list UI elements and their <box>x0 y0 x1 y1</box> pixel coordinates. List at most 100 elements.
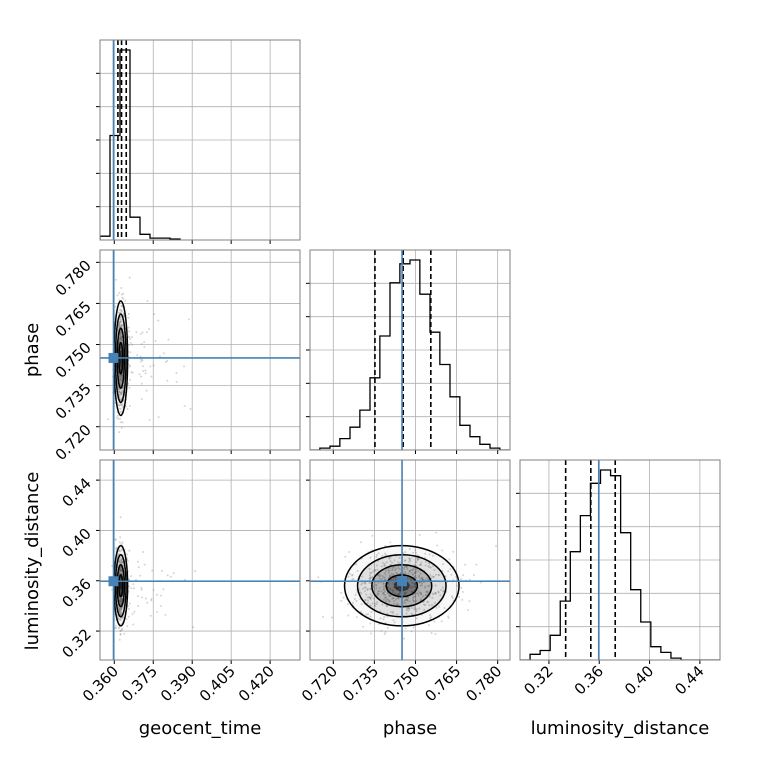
scatter-point <box>131 612 134 615</box>
scatter-point <box>458 595 461 598</box>
corner-panels: 0.7200.7350.7500.7650.7800.320.360.400.4… <box>52 39 721 705</box>
scatter-point <box>122 314 125 317</box>
scatter-point <box>378 575 381 578</box>
scatter-point <box>433 620 436 623</box>
scatter-point <box>366 588 369 591</box>
scatter-point <box>405 612 408 615</box>
scatter-point <box>120 628 123 631</box>
scatter-point <box>419 577 422 580</box>
scatter-point <box>121 421 124 424</box>
scatter-point <box>367 599 370 602</box>
ytick-label-luminosity_distance: 0.44 <box>58 474 94 510</box>
scatter-point <box>383 616 386 619</box>
scatter-point <box>414 571 417 574</box>
scatter-point <box>118 375 121 378</box>
scatter-point <box>127 607 130 610</box>
scatter-point <box>404 627 407 630</box>
scatter-point <box>140 343 143 346</box>
scatter-point <box>364 586 367 589</box>
scatter-point <box>119 318 122 321</box>
scatter-point <box>395 567 398 570</box>
scatter-point <box>414 575 417 578</box>
scatter-point <box>391 597 394 600</box>
scatter-point <box>369 572 372 575</box>
scatter-point <box>368 595 371 598</box>
scatter-point <box>404 571 407 574</box>
scatter-point <box>414 571 417 574</box>
scatter-point <box>411 591 414 594</box>
scatter-point <box>443 606 446 609</box>
scatter-point <box>351 578 354 581</box>
scatter-point <box>393 566 396 569</box>
scatter-point <box>428 562 431 565</box>
scatter-point <box>119 383 122 386</box>
scatter-point <box>429 573 432 576</box>
scatter-point <box>384 631 387 634</box>
scatter-point <box>438 605 441 608</box>
scatter-point <box>412 626 415 629</box>
scatter-point <box>412 598 415 601</box>
scatter-point <box>317 576 320 579</box>
scatter-point <box>389 574 392 577</box>
scatter-point <box>368 596 371 599</box>
scatter-point <box>397 565 400 568</box>
scatter-point <box>137 566 140 569</box>
scatter-point <box>120 325 123 328</box>
scatter-point <box>120 598 123 601</box>
panel-content <box>310 250 510 450</box>
scatter-point <box>405 591 408 594</box>
scatter-point <box>118 599 121 602</box>
scatter-point <box>119 339 122 342</box>
scatter-point <box>472 574 475 577</box>
scatter-point <box>385 596 388 599</box>
scatter-point <box>368 604 371 607</box>
scatter-point <box>114 627 117 630</box>
scatter-point <box>376 601 379 604</box>
panel-content <box>520 460 720 660</box>
scatter-point <box>415 608 418 611</box>
scatter-point <box>120 609 123 612</box>
scatter-point <box>435 573 438 576</box>
scatter-point <box>384 552 387 555</box>
scatter-point <box>119 417 122 420</box>
scatter-point <box>136 354 139 357</box>
scatter-point <box>431 604 434 607</box>
scatter-point <box>420 584 423 587</box>
scatter-point <box>411 569 414 572</box>
scatter-point <box>412 589 415 592</box>
panel-frame <box>309 249 511 451</box>
scatter-point <box>388 557 391 560</box>
scatter-point <box>387 582 390 585</box>
scatter-point <box>410 586 413 589</box>
scatter-point <box>442 590 445 593</box>
scatter-point <box>118 572 121 575</box>
scatter-point <box>153 313 156 316</box>
histogram-geocent_time <box>100 49 181 240</box>
scatter-point <box>115 416 118 419</box>
scatter-point <box>364 590 367 593</box>
scatter-point <box>118 609 121 612</box>
scatter-point <box>495 545 498 548</box>
scatter-point <box>354 593 357 596</box>
scatter-point <box>402 551 405 554</box>
scatter-point <box>386 605 389 608</box>
scatter-point <box>129 365 132 368</box>
scatter-point <box>393 621 396 624</box>
scatter-point <box>391 610 394 613</box>
scatter-point <box>119 597 122 600</box>
scatter-point <box>149 365 152 368</box>
scatter-point <box>129 378 132 381</box>
scatter-point <box>128 602 131 605</box>
scatter-point <box>398 590 401 593</box>
scatter-point <box>119 365 122 368</box>
scatter-point <box>363 582 366 585</box>
scatter-point <box>377 590 380 593</box>
scatter-point <box>377 574 380 577</box>
scatter-point <box>121 560 124 563</box>
scatter-point <box>387 598 390 601</box>
scatter-point <box>340 591 343 594</box>
scatter-point <box>392 619 395 622</box>
scatter-point <box>119 316 122 319</box>
scatter-point <box>406 599 409 602</box>
panel-content <box>100 40 300 240</box>
